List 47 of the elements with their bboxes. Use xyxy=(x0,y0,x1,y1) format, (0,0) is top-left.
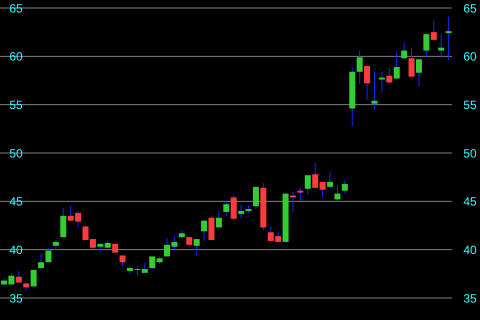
y2-tick-label: 50 xyxy=(463,146,477,160)
candlestick xyxy=(430,20,437,40)
candlestick xyxy=(201,219,208,242)
candlestick xyxy=(186,236,192,248)
candlestick xyxy=(252,186,259,210)
candlestick xyxy=(208,215,214,240)
y-tick-label: 65 xyxy=(9,1,23,16)
candlestick xyxy=(304,174,311,196)
candlestick xyxy=(327,170,334,190)
candlestick xyxy=(394,51,400,80)
y-tick-label: 40 xyxy=(9,242,23,257)
y2-tick-label: 65 xyxy=(463,1,477,16)
candlestick xyxy=(238,204,244,220)
candlestick xyxy=(416,58,422,87)
y2-tick-label: 45 xyxy=(463,194,477,209)
y2-tick-label: 55 xyxy=(463,98,477,112)
candlestick xyxy=(223,200,230,216)
candlestick xyxy=(60,208,66,239)
candlestick xyxy=(297,187,304,201)
candlestick xyxy=(446,16,452,61)
candlestick xyxy=(290,191,296,212)
candlestick xyxy=(364,66,370,100)
candlestick xyxy=(16,270,22,284)
candlestick xyxy=(194,238,200,256)
y2-tick-label: 60 xyxy=(463,50,477,64)
y-tick-label: 60 xyxy=(9,50,23,64)
candlestick xyxy=(45,247,52,263)
candlestick xyxy=(38,253,44,269)
candlestick xyxy=(378,71,385,93)
candlestick xyxy=(408,47,415,78)
y-tick-label: 50 xyxy=(9,146,23,160)
candlestick xyxy=(342,180,348,194)
y-tick-label: 45 xyxy=(9,194,23,209)
candlestick xyxy=(438,34,444,59)
candlestick xyxy=(230,195,237,222)
y2-tick-label: 35 xyxy=(463,291,477,306)
candlestick xyxy=(401,42,408,60)
candlestick xyxy=(423,34,430,58)
y-tick-label: 35 xyxy=(9,291,23,306)
candlestick xyxy=(216,210,222,228)
y-tick-label: 55 xyxy=(9,98,23,112)
candlestick xyxy=(386,67,392,85)
y2-tick-label: 40 xyxy=(463,242,477,257)
candlestick xyxy=(30,269,37,287)
candlestick xyxy=(52,240,59,250)
candlestick xyxy=(356,50,363,85)
candlestick xyxy=(334,184,340,202)
